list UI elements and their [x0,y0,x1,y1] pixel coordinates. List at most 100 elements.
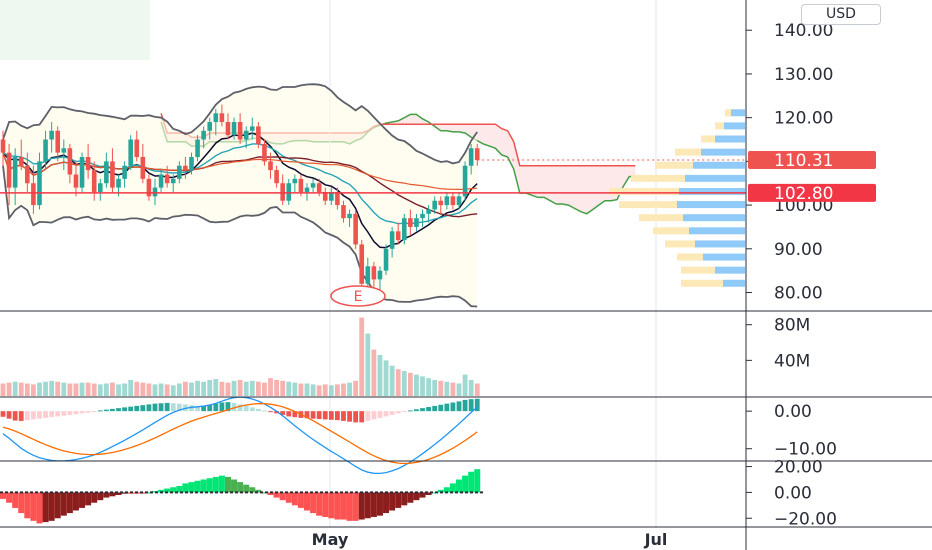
oscillator-bar [291,492,298,506]
candle-body [341,205,346,219]
level-price-badge: 102.80 [774,184,833,204]
macd-histogram-bar [365,411,371,421]
profile-buy-bar [655,161,693,169]
oscillator-bar [0,492,6,499]
candle-body [85,157,91,171]
macd-histogram-bar [347,411,352,422]
band-fill [3,84,478,307]
profile-sell-bar [689,227,745,235]
volume-bar [158,383,164,396]
candle-body [243,130,249,140]
volume-bar [292,382,298,396]
volume-bar [347,382,352,396]
candle-body [213,113,219,123]
volume-bar [195,380,200,396]
candle-body [25,165,30,184]
profile-buy-bar [653,227,689,235]
time-axis[interactable]: May Jul [312,530,668,549]
bollinger-bands [2,83,478,308]
profile-buy-bar [665,240,695,248]
candle-body [377,270,383,280]
macd-histogram-bar [134,405,140,412]
macd-histogram-bar [195,405,200,412]
profile-sell-bar [715,266,745,274]
candle-body [286,183,292,201]
volume-bar [37,382,42,396]
macd-histogram-bar [55,411,61,417]
macd-histogram-bar [316,411,322,420]
macd-histogram-bar [468,399,474,412]
earnings-marker[interactable]: E [330,285,386,307]
candle-body [55,130,61,153]
candle-body [401,218,407,241]
volume-bar [79,382,85,396]
oscillator-bar [285,492,292,503]
volume-bar [164,384,170,396]
macd-histogram-bar [213,403,219,412]
macd-histogram-bar [353,411,359,423]
volume-bar [49,380,55,396]
volume-bar [24,383,30,396]
candle-body [183,165,188,171]
oscillator-bar [401,492,408,506]
candle-body [18,157,24,166]
macd-histogram-bar [462,399,468,412]
currency-button[interactable]: USD [801,4,881,25]
oscillator-bar [103,492,110,498]
macd-histogram-bar [262,410,267,412]
candle-body [371,266,377,280]
oscillator-bar [66,492,73,514]
candle-body [164,174,170,184]
volume-bar [304,383,310,396]
candle-body [383,248,389,271]
macd-histogram-bar [122,407,127,412]
oscillator-bar [328,492,335,519]
oscillator-bar [322,492,329,517]
macd-histogram-bar [128,406,134,412]
oscillator-bar [261,492,268,494]
macd-histogram-bar [456,401,462,412]
profile-buy-bar [619,201,677,209]
candle-body [474,148,480,161]
oscillator-bar [200,479,207,493]
volume-bar [0,383,6,396]
candle-body [322,191,328,201]
price-candles[interactable] [0,104,480,297]
macd-histogram-bar [164,402,170,412]
volume-bar [85,382,91,396]
date-label-may: May [312,530,349,549]
volume-bar [128,379,134,396]
oscillator-bar [474,469,481,493]
last-price-badge-background [748,151,876,170]
candle-body [432,200,437,210]
macd-signal-line [2,402,478,465]
macd-histogram-bar [432,405,438,412]
oscillator-bar [42,492,49,523]
profile-sell-bar [693,161,745,169]
volume-bar [43,381,48,396]
price-axis[interactable]: 80.0090.00100.00110.00120.00130.00140.00… [746,21,876,529]
earnings-badge [330,285,386,307]
oscillator-panel [0,469,484,524]
macd-histogram-bar [395,411,401,414]
macd-histogram-bar [328,411,334,420]
macd-histogram-bar [140,405,146,412]
candle-body [207,122,213,131]
oscillator-bar [194,480,201,493]
volume-bar [152,384,158,396]
volume-bar [438,380,444,396]
candle-body [292,178,298,184]
macd-histogram-bar [219,402,225,412]
macd-histogram-bar [286,411,292,417]
oscillator-bar [188,482,195,493]
volume-bar [243,381,249,396]
volume-bar [377,355,383,396]
oscillator-bar [121,492,128,494]
oscillator-bar [395,492,402,508]
macd-histogram-bar [268,411,273,413]
profile-buy-bar [609,187,679,195]
oscillator-bar [24,492,31,519]
candle-body [110,161,115,188]
